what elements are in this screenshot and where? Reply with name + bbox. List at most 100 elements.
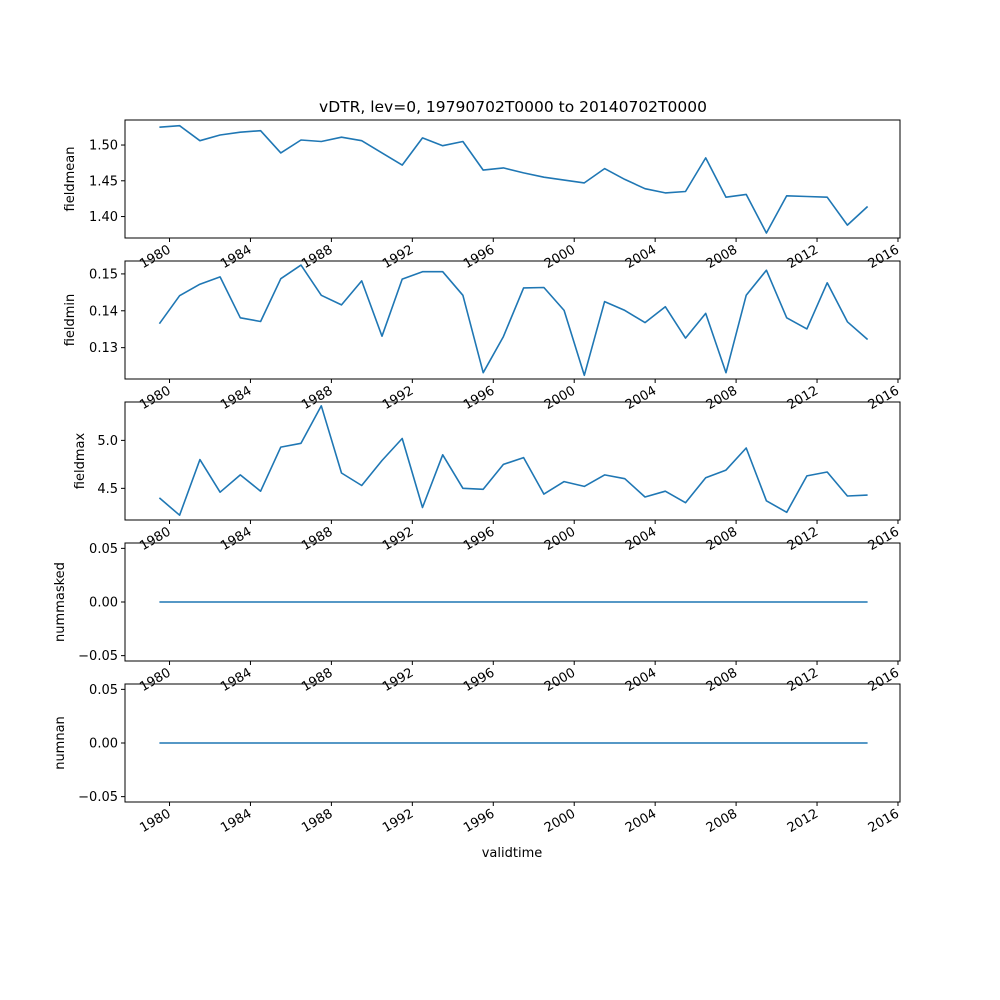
data-point — [866, 494, 869, 497]
data-point — [219, 134, 222, 137]
data-point — [158, 322, 161, 325]
data-point — [320, 404, 323, 407]
data-point — [785, 511, 788, 514]
data-point — [219, 275, 222, 278]
y-tick-label: 0.15 — [89, 267, 118, 282]
axes-frame — [124, 260, 901, 380]
data-point — [644, 496, 647, 499]
data-point — [826, 471, 829, 474]
y-tick-label: 5.0 — [97, 434, 118, 449]
data-point — [198, 458, 201, 461]
series-line-fieldmean — [159, 124, 869, 234]
data-point — [421, 270, 424, 273]
data-point — [664, 191, 667, 194]
data-point — [461, 294, 464, 297]
data-point — [178, 514, 181, 517]
y-tick-label: −0.05 — [78, 649, 118, 664]
data-point — [502, 335, 505, 338]
data-point — [542, 493, 545, 496]
data-point — [583, 485, 586, 488]
data-point — [765, 232, 768, 235]
data-point — [745, 294, 748, 297]
y-axis-label: nummasked — [53, 562, 68, 642]
data-point — [765, 269, 768, 272]
data-point — [522, 456, 525, 459]
data-point — [259, 320, 262, 323]
data-point — [502, 166, 505, 169]
y-tick-label: 0.00 — [89, 596, 118, 611]
data-point — [522, 286, 525, 289]
data-point — [441, 453, 444, 456]
data-point — [502, 463, 505, 466]
data-point — [219, 491, 222, 494]
data-point — [826, 281, 829, 284]
data-point — [623, 309, 626, 312]
y-axis-label: numnan — [53, 716, 68, 770]
data-point — [300, 442, 303, 445]
data-point — [684, 337, 687, 340]
data-point — [542, 176, 545, 179]
data-point — [340, 472, 343, 475]
x-axis-label: validtime — [482, 846, 543, 861]
data-point — [381, 151, 384, 154]
data-point — [340, 136, 343, 139]
data-point — [704, 156, 707, 159]
data-point — [785, 194, 788, 197]
data-point — [866, 742, 869, 745]
data-point — [603, 167, 606, 170]
data-point — [279, 151, 282, 154]
data-point — [441, 270, 444, 273]
y-tick-label: −0.05 — [78, 790, 118, 805]
data-point — [158, 496, 161, 499]
y-tick-label: 0.05 — [89, 542, 118, 557]
data-point — [644, 321, 647, 324]
data-point — [482, 371, 485, 374]
data-point — [401, 437, 404, 440]
data-point — [441, 144, 444, 147]
y-axis-label: fieldmean — [63, 147, 78, 212]
data-point — [745, 193, 748, 196]
data-point — [603, 300, 606, 303]
y-tick-label: 1.45 — [89, 174, 118, 189]
data-point — [381, 459, 384, 462]
data-point — [846, 495, 849, 498]
data-point — [300, 264, 303, 267]
y-axis-label: fieldmin — [63, 294, 78, 347]
data-point — [704, 476, 707, 479]
axes-frame — [124, 119, 901, 239]
data-point — [866, 338, 869, 341]
data-point — [805, 474, 808, 477]
data-point — [482, 169, 485, 172]
data-point — [785, 316, 788, 319]
data-point — [745, 447, 748, 450]
data-point — [401, 278, 404, 281]
data-point — [158, 126, 161, 129]
data-point — [805, 195, 808, 198]
data-point — [158, 601, 161, 604]
data-point — [563, 480, 566, 483]
data-point — [401, 164, 404, 167]
data-point — [603, 473, 606, 476]
y-axis-label: fieldmax — [73, 433, 88, 490]
data-point — [725, 371, 728, 374]
data-point — [805, 327, 808, 330]
data-point — [421, 136, 424, 139]
data-point — [320, 140, 323, 143]
data-point — [563, 179, 566, 182]
data-point — [320, 294, 323, 297]
y-tick-label: 1.50 — [89, 139, 118, 154]
data-point — [623, 178, 626, 181]
y-tick-label: 1.40 — [89, 210, 118, 225]
data-point — [279, 446, 282, 449]
data-point — [300, 139, 303, 142]
data-point — [583, 181, 586, 184]
series-line-fieldmin — [158, 264, 869, 377]
y-tick-label: 0.05 — [89, 683, 118, 698]
data-point — [239, 316, 242, 319]
data-point — [178, 124, 181, 127]
data-point — [563, 309, 566, 312]
data-point — [259, 129, 262, 132]
data-point — [725, 469, 728, 472]
